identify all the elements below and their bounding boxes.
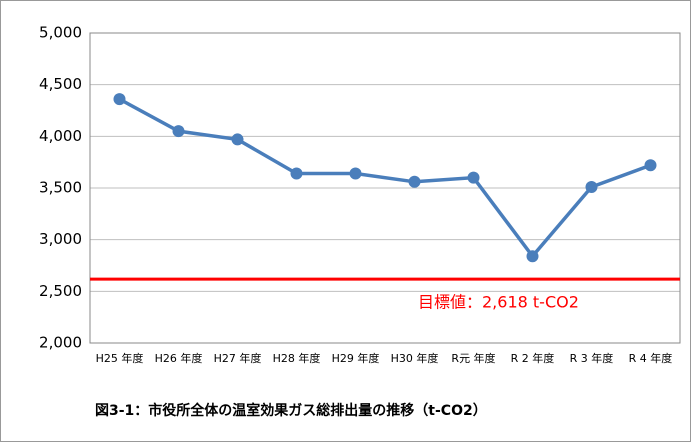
y-tick-label: 3,500	[39, 179, 82, 197]
x-tick-label: H28 年度	[273, 351, 321, 365]
plot-border	[89, 32, 681, 344]
y-tick-label: 4,500	[39, 75, 82, 93]
y-tick-label: 3,000	[39, 230, 82, 248]
x-tick-label: H29 年度	[332, 351, 380, 365]
point	[290, 167, 303, 180]
point	[467, 171, 480, 184]
y-tick-label: 2,000	[39, 334, 82, 352]
point	[585, 180, 598, 193]
point	[526, 250, 539, 263]
point	[408, 175, 421, 188]
x-tick-label: R 2 年度	[511, 351, 555, 365]
point	[113, 93, 126, 106]
line	[118, 97, 652, 259]
x-tick-label: H27 年度	[214, 351, 262, 365]
chart-title: 図3-1：市役所全体の温室効果ガス総排出量の推移（t-CO2）	[95, 402, 487, 419]
point	[349, 167, 362, 180]
point	[644, 159, 657, 172]
target-label: 目標値：2,618 t-CO2	[418, 293, 579, 312]
x-tick-label: H26 年度	[155, 351, 203, 365]
point	[172, 125, 185, 138]
x-tick-label: H25 年度	[96, 351, 144, 365]
y-tick-label: 5,000	[39, 24, 82, 42]
x-tick-label: R元 年度	[451, 351, 495, 365]
x-tick-label: R 3 年度	[570, 351, 614, 365]
point	[231, 133, 244, 146]
y-tick-label: 4,000	[39, 127, 82, 145]
y-tick-label: 2,500	[39, 282, 82, 300]
x-tick-label: R 4 年度	[629, 351, 673, 365]
x-tick-label: H30 年度	[391, 351, 439, 365]
